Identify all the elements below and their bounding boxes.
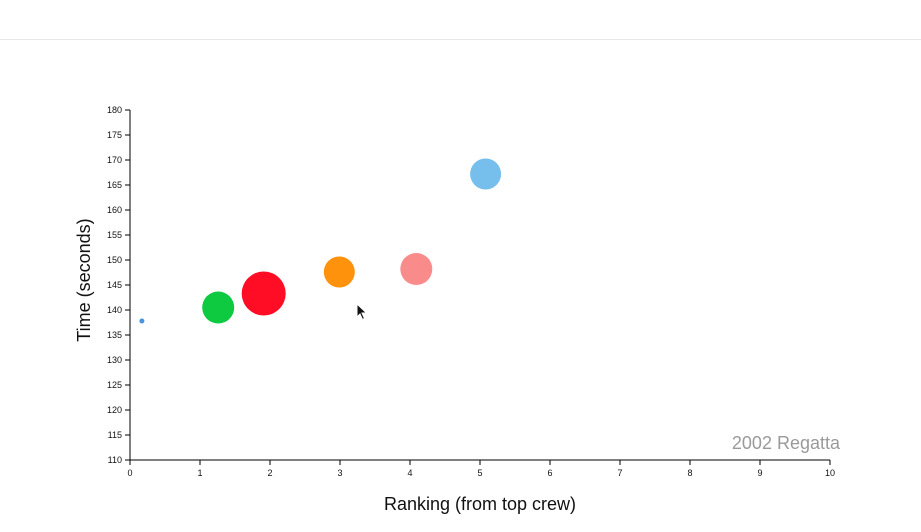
y-tick-label: 150 <box>107 255 122 265</box>
x-tick-label: 0 <box>127 468 132 478</box>
data-point-5[interactable] <box>400 253 433 285</box>
x-tick-label: 4 <box>407 468 412 478</box>
data-points <box>139 158 502 324</box>
x-tick-label: 7 <box>617 468 622 478</box>
y-tick-label: 140 <box>107 305 122 315</box>
x-axis: 0 1 2 3 4 5 6 7 8 9 10 <box>127 459 835 478</box>
y-tick-label: 120 <box>107 405 122 415</box>
data-point-3[interactable] <box>241 271 286 316</box>
mouse-pointer-icon <box>356 303 368 321</box>
y-tick-label: 175 <box>107 130 122 140</box>
y-tick-label: 145 <box>107 280 122 290</box>
year-annotation: 2002 Regatta <box>732 433 841 453</box>
x-axis-title: Ranking (from top crew) <box>384 494 576 514</box>
y-tick-label: 115 <box>108 430 122 440</box>
y-tick-label: 180 <box>107 105 122 115</box>
header-divider <box>0 39 921 40</box>
x-tick-label: 5 <box>477 468 482 478</box>
y-axis: 110 115 120 125 130 135 140 145 150 155 160 165 170 1… <box>107 105 131 465</box>
y-tick-label: 165 <box>107 180 122 190</box>
data-point-2[interactable] <box>202 291 235 324</box>
y-tick-label: 110 <box>108 455 122 465</box>
x-tick-label: 3 <box>337 468 342 478</box>
x-tick-label: 10 <box>825 468 835 478</box>
y-tick-label: 170 <box>107 155 122 165</box>
x-tick-label: 9 <box>757 468 762 478</box>
x-tick-label: 1 <box>197 468 202 478</box>
y-tick-label: 160 <box>107 205 122 215</box>
x-tick-label: 2 <box>267 468 272 478</box>
y-tick-label: 155 <box>107 230 122 240</box>
y-tick-label: 135 <box>107 330 122 340</box>
x-tick-label: 8 <box>687 468 692 478</box>
x-tick-label: 6 <box>547 468 552 478</box>
y-axis-title: Time (seconds) <box>74 218 94 341</box>
data-point-1[interactable] <box>139 318 145 324</box>
y-tick-label: 125 <box>107 380 122 390</box>
data-point-4[interactable] <box>323 256 355 288</box>
data-point-6[interactable] <box>470 158 502 190</box>
y-tick-label: 130 <box>107 355 122 365</box>
